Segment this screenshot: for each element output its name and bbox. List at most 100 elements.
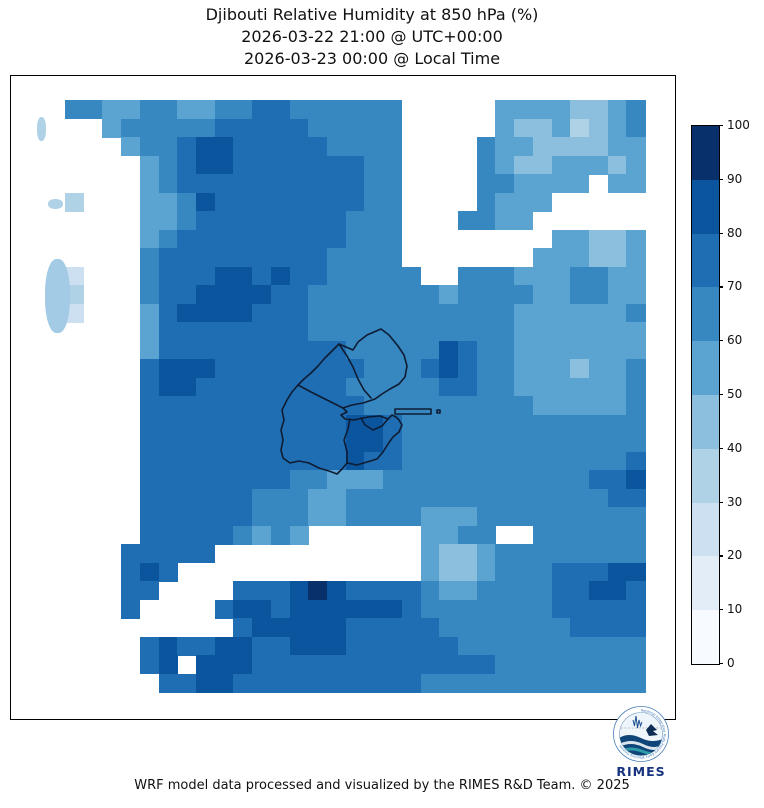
humidity-cell	[626, 322, 646, 342]
humidity-cell	[289, 155, 309, 175]
humidity-cell	[121, 544, 141, 564]
humidity-cell	[607, 137, 627, 157]
humidity-cell	[214, 322, 234, 342]
colorbar	[691, 125, 720, 665]
humidity-cell	[476, 192, 496, 212]
humidity-cell	[532, 118, 553, 138]
humidity-cell	[607, 155, 627, 175]
humidity-cell	[196, 303, 216, 323]
humidity-cell	[551, 655, 571, 675]
humidity-cell	[420, 470, 440, 490]
humidity-cell	[364, 581, 384, 601]
humidity-cell	[514, 562, 534, 582]
humidity-cell	[495, 562, 515, 582]
humidity-cell	[196, 155, 216, 175]
humidity-cell	[252, 377, 272, 397]
humidity-cell	[514, 414, 534, 434]
humidity-cell	[626, 396, 646, 416]
humidity-cell	[588, 303, 609, 323]
humidity-cell	[308, 488, 328, 508]
humidity-cell	[345, 211, 365, 231]
humidity-cell	[233, 266, 253, 286]
humidity-cell	[570, 507, 590, 527]
humidity-cell	[308, 266, 328, 286]
humidity-cell	[626, 174, 646, 194]
humidity-cell	[476, 507, 496, 527]
humidity-cell	[121, 137, 141, 157]
humidity-cell	[345, 470, 365, 490]
humidity-cell	[345, 266, 365, 286]
humidity-cell	[514, 192, 534, 212]
humidity-cell	[345, 451, 365, 471]
humidity-cell	[607, 525, 627, 545]
humidity-cell	[401, 303, 422, 323]
colorbar-tick-label: 20	[727, 548, 743, 563]
humidity-cell	[588, 655, 609, 675]
humidity-cell	[532, 562, 553, 582]
humidity-cell	[139, 488, 160, 508]
humidity-cell	[551, 322, 571, 342]
humidity-cell	[252, 100, 272, 120]
humidity-cell	[177, 137, 197, 157]
humidity-cell	[514, 359, 534, 379]
humidity-cell	[214, 396, 234, 416]
humidity-cell	[158, 322, 178, 342]
humidity-cell	[588, 470, 609, 490]
humidity-cell	[65, 100, 85, 120]
humidity-cell	[196, 525, 216, 545]
humidity-cell	[233, 618, 253, 638]
humidity-cell	[383, 599, 403, 619]
humidity-cell	[551, 525, 571, 545]
humidity-cell	[345, 655, 365, 675]
humidity-cell	[158, 340, 178, 360]
humidity-cell	[270, 192, 291, 212]
humidity-cell	[495, 655, 515, 675]
humidity-cell	[233, 581, 253, 601]
humidity-cell	[139, 192, 160, 212]
humidity-cell	[476, 433, 496, 453]
humidity-cell	[551, 507, 571, 527]
humidity-cell	[401, 433, 422, 453]
humidity-cell	[289, 340, 309, 360]
humidity-cell	[383, 470, 403, 490]
humidity-cell	[401, 581, 422, 601]
humidity-cell	[158, 266, 178, 286]
humidity-cell	[158, 192, 178, 212]
title-line-3: 2026-03-23 00:00 @ Local Time	[243, 49, 501, 68]
humidity-cell	[495, 599, 515, 619]
humidity-cell	[495, 673, 515, 693]
humidity-cell	[570, 359, 590, 379]
humidity-cell	[607, 655, 627, 675]
humidity-cell	[196, 433, 216, 453]
humidity-cell	[158, 100, 178, 120]
humidity-cell	[551, 359, 571, 379]
humidity-cell	[233, 451, 253, 471]
humidity-cell	[439, 525, 459, 545]
humidity-cell	[364, 174, 384, 194]
humidity-cell	[214, 229, 234, 249]
humidity-cell	[383, 655, 403, 675]
humidity-cell	[476, 581, 496, 601]
humidity-cell	[457, 396, 478, 416]
humidity-cell	[495, 192, 515, 212]
humidity-cell	[196, 359, 216, 379]
humidity-cell	[439, 581, 459, 601]
humidity-cell	[233, 322, 253, 342]
humidity-cell	[252, 507, 272, 527]
humidity-cell	[364, 433, 384, 453]
humidity-cell	[196, 100, 216, 120]
humidity-cell	[439, 303, 459, 323]
humidity-cell	[233, 340, 253, 360]
humidity-cell	[252, 488, 272, 508]
humidity-cell	[270, 137, 291, 157]
humidity-cell	[495, 211, 515, 231]
humidity-cell	[626, 118, 646, 138]
humidity-cell	[626, 433, 646, 453]
humidity-cell	[233, 507, 253, 527]
humidity-cell	[420, 488, 440, 508]
humidity-cell	[139, 359, 160, 379]
humidity-cell	[551, 100, 571, 120]
colorbar-tick-mark	[719, 447, 723, 449]
humidity-cell	[289, 229, 309, 249]
humidity-cell	[532, 266, 553, 286]
